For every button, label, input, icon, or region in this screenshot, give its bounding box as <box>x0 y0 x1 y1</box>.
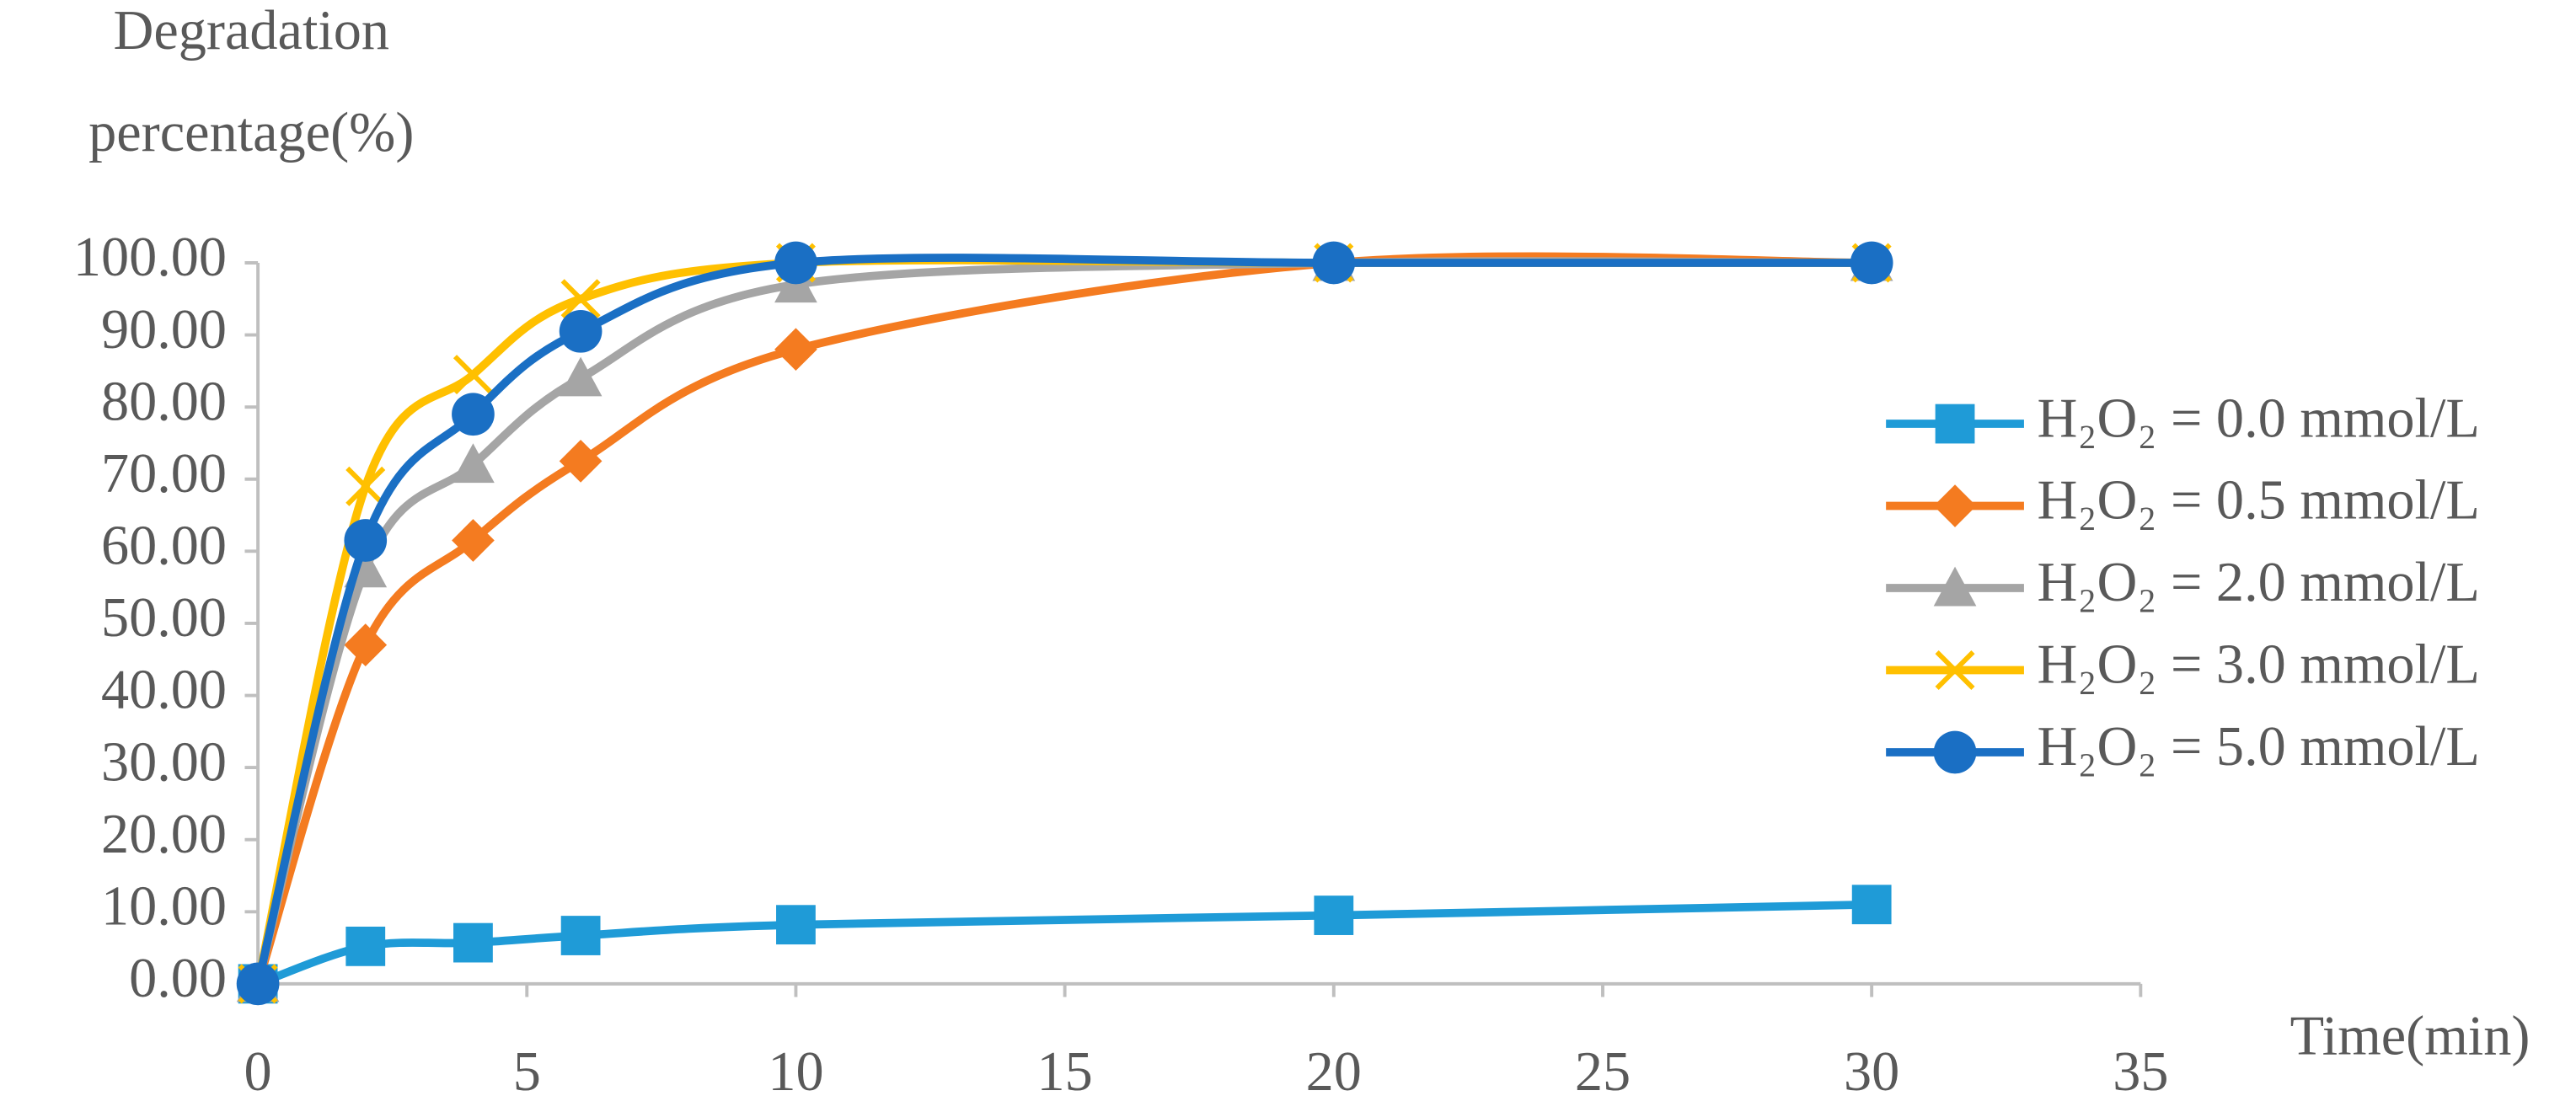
x-tick-label: 10 <box>768 1041 823 1103</box>
y-tick-label: 60.00 <box>101 516 227 577</box>
legend-item: H₂O₂ = 5.0 mmol/L <box>1886 716 2480 778</box>
legend-label: H₂O₂ = 3.0 mmol/L <box>2038 634 2480 696</box>
series <box>236 241 1893 1002</box>
marker <box>452 519 495 562</box>
marker <box>774 328 817 372</box>
legend-label: H₂O₂ = 2.0 mmol/L <box>2038 552 2480 613</box>
marker <box>1312 241 1356 285</box>
y-tick-label: 10.00 <box>101 875 227 937</box>
y-tick-label: 70.00 <box>101 443 227 505</box>
marker <box>1851 885 1892 925</box>
marker <box>1933 730 1977 774</box>
marker <box>560 279 601 319</box>
legend-item: H₂O₂ = 0.0 mmol/L <box>1886 388 2480 449</box>
marker <box>236 962 280 1006</box>
series-line <box>254 254 1872 986</box>
marker <box>453 355 493 395</box>
x-tick-label: 0 <box>244 1041 272 1103</box>
series-line <box>254 257 1872 986</box>
x-axis-label: Time(min) <box>2290 1005 2530 1067</box>
y-tick-label: 100.00 <box>73 227 227 288</box>
x-tick-label: 30 <box>1844 1041 1899 1103</box>
series <box>238 243 1892 1004</box>
marker <box>559 356 602 397</box>
marker <box>344 623 388 666</box>
x-tick-label: 5 <box>513 1041 541 1103</box>
y-axis-label: Degradation percentage(%) <box>88 0 414 163</box>
series <box>236 241 1893 1006</box>
series-line <box>254 252 1872 986</box>
x-tick-label: 35 <box>2113 1041 2168 1103</box>
marker <box>560 916 601 955</box>
marker <box>1314 895 1354 935</box>
legend-item: H₂O₂ = 3.0 mmol/L <box>1886 634 2480 696</box>
series <box>236 241 1893 1006</box>
marker <box>453 922 493 963</box>
legend-label: H₂O₂ = 0.5 mmol/L <box>2038 470 2480 532</box>
legend-item: H₂O₂ = 0.5 mmol/L <box>1886 470 2480 532</box>
legend-label: H₂O₂ = 0.0 mmol/L <box>2038 388 2480 449</box>
marker <box>1933 484 1977 527</box>
marker <box>345 926 386 966</box>
marker <box>774 241 817 285</box>
y-tick-label: 30.00 <box>101 731 227 793</box>
marker <box>1935 650 1975 691</box>
y-tick-label: 40.00 <box>101 660 227 721</box>
y-tick-label: 80.00 <box>101 371 227 432</box>
x-tick-label: 20 <box>1306 1041 1362 1103</box>
marker <box>1850 241 1893 285</box>
marker <box>1935 404 1975 444</box>
marker <box>452 443 495 484</box>
marker <box>1933 566 1977 607</box>
y-tick-label: 50.00 <box>101 587 227 649</box>
marker <box>776 905 816 945</box>
y-tick-label: 20.00 <box>101 804 227 865</box>
x-tick-label: 25 <box>1575 1041 1631 1103</box>
x-tick-label: 15 <box>1036 1041 1092 1103</box>
series-line <box>254 255 1872 985</box>
y-tick-label: 90.00 <box>101 299 227 361</box>
y-tick-label: 0.00 <box>129 948 227 1009</box>
marker <box>452 393 495 436</box>
marker <box>559 440 602 483</box>
series-line <box>256 900 1872 988</box>
legend-item: H₂O₂ = 2.0 mmol/L <box>1886 552 2480 613</box>
marker <box>344 519 388 562</box>
marker <box>345 466 386 506</box>
marker <box>559 309 602 353</box>
legend-label: H₂O₂ = 5.0 mmol/L <box>2038 716 2480 778</box>
